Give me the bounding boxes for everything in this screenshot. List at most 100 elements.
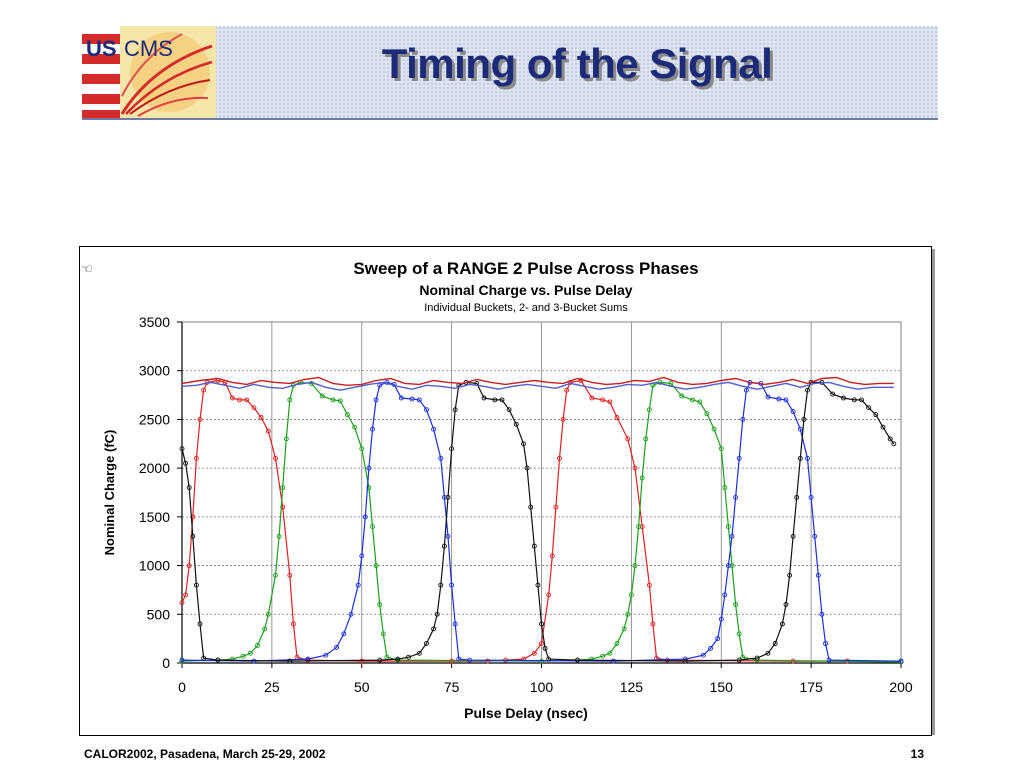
series-point-2 — [359, 553, 365, 559]
series-point-2 — [790, 409, 796, 415]
series-point-0 — [632, 465, 638, 471]
series-point-3 — [513, 421, 519, 427]
series-point-0 — [589, 395, 595, 401]
series-point-2 — [815, 572, 821, 578]
series-point-0 — [625, 436, 631, 442]
series-point-2 — [409, 396, 415, 402]
series-point-3 — [790, 533, 796, 539]
series-point-3 — [395, 656, 401, 662]
series-point-0 — [449, 658, 455, 664]
series-point-3 — [546, 656, 552, 662]
series-point-2 — [362, 514, 368, 520]
series-point-2 — [729, 533, 735, 539]
series-point-3 — [880, 424, 886, 430]
series-point-2 — [823, 641, 828, 646]
series-point-2 — [819, 611, 825, 617]
series-point-1 — [380, 631, 386, 637]
series-point-1 — [330, 397, 336, 403]
y-tick-label: 1500 — [139, 509, 170, 525]
series-point-0 — [229, 395, 235, 401]
series-point-3 — [542, 645, 548, 651]
series-point-1 — [646, 407, 652, 413]
series-point-0 — [539, 641, 544, 646]
series-point-0 — [607, 399, 613, 405]
x-axis-label: Pulse Delay (nsec) — [464, 705, 588, 721]
series-point-3 — [215, 657, 221, 663]
y-tick-label: 500 — [147, 606, 171, 622]
series-point-2 — [718, 616, 724, 622]
series-point-3 — [481, 395, 487, 401]
series-point-1 — [352, 424, 358, 430]
series-point-3 — [851, 397, 857, 403]
series-point-1 — [736, 631, 742, 637]
series-point-1 — [718, 446, 724, 452]
chart-frame: Sweep of a RANGE 2 Pulse Across Phases No… — [79, 246, 935, 736]
y-axis-label: Nominal Charge (fC) — [102, 430, 117, 556]
series-point-2 — [700, 652, 706, 658]
series-point-1 — [733, 602, 739, 607]
series-point-2 — [323, 652, 329, 658]
series-point-1 — [722, 485, 728, 491]
series-point-0 — [183, 592, 189, 598]
series-point-3 — [416, 650, 422, 656]
series-point-2 — [366, 465, 372, 471]
series-point-2 — [743, 387, 749, 393]
slide-title: Timing of the Signal — [381, 40, 773, 87]
series-point-1 — [373, 563, 379, 569]
us-cms-logo-graphic: US CMS — [82, 26, 216, 118]
series-point-3 — [736, 657, 742, 663]
series-point-3 — [830, 391, 836, 397]
series-point-0 — [564, 387, 570, 393]
series-point-2 — [708, 645, 713, 651]
series-point-3 — [797, 455, 803, 461]
series-point-0 — [557, 455, 562, 461]
series-point-0 — [290, 621, 296, 627]
series-point-3 — [431, 626, 437, 632]
series-point-0 — [179, 600, 185, 606]
series-point-3 — [434, 611, 440, 617]
x-tick-label: 150 — [710, 679, 734, 695]
series-point-1 — [711, 426, 717, 432]
logo-us-text: US — [86, 36, 117, 61]
series-point-1 — [636, 524, 642, 530]
series-point-3 — [449, 446, 455, 452]
series-point-2 — [797, 426, 803, 432]
series-point-3 — [521, 441, 526, 447]
series-point-3 — [506, 407, 512, 413]
series-point-2 — [805, 455, 810, 461]
series-point-1 — [359, 446, 365, 452]
series-point-0 — [560, 416, 566, 422]
series-point-3 — [682, 658, 688, 664]
series-point-0 — [201, 387, 207, 393]
logo-cms-text: CMS — [124, 36, 173, 61]
series-point-2 — [424, 407, 429, 413]
x-tick-label: 125 — [620, 679, 644, 695]
series-point-1 — [690, 397, 695, 403]
series-point-1 — [600, 653, 606, 659]
series-point-1 — [628, 592, 634, 598]
series-point-2 — [456, 656, 462, 662]
series-point-0 — [265, 428, 271, 434]
series-point-0 — [287, 572, 293, 578]
series-point-1 — [607, 650, 613, 656]
series-point-3 — [887, 436, 893, 442]
series-point-3 — [801, 416, 807, 422]
series-point-2 — [733, 494, 739, 500]
series-point-1 — [643, 436, 649, 442]
x-tick-label: 175 — [799, 679, 823, 695]
series-point-1 — [725, 524, 731, 530]
series-point-1 — [697, 399, 703, 405]
series-point-1 — [668, 380, 674, 386]
series-point-3 — [765, 650, 771, 656]
y-tick-label: 1000 — [139, 558, 170, 574]
series-point-2 — [398, 395, 404, 401]
footer-conference: CALOR2002, Pasadena, March 25-29, 2002 — [84, 747, 326, 761]
series-point-1 — [283, 436, 289, 442]
series-point-2 — [438, 455, 444, 461]
x-tick-label: 75 — [444, 679, 460, 695]
y-tick-label: 0 — [162, 655, 170, 671]
series-point-2 — [467, 657, 473, 663]
series-point-3 — [193, 582, 199, 588]
series-point-3 — [528, 504, 534, 510]
series-point-0 — [251, 405, 257, 411]
